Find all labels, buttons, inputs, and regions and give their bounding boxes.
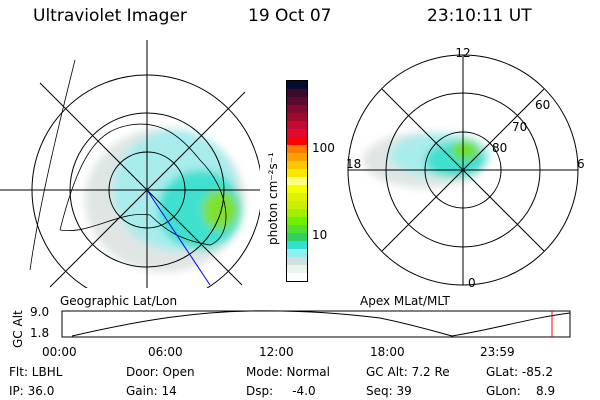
mode-status: Mode: Normal — [246, 365, 330, 379]
date: 19 Oct 07 — [248, 6, 332, 26]
colorbar-segment — [287, 185, 307, 193]
mlat-label-70: 70 — [512, 120, 528, 134]
altitude-plot — [61, 310, 571, 338]
filter-status: Flt: LBHL — [9, 365, 63, 379]
colorbar-segment — [287, 153, 307, 161]
xtick-1200: 12:00 — [259, 345, 294, 359]
meridian-line — [146, 189, 211, 286]
mlt-label-12: 12 — [455, 46, 471, 60]
left-panel-label: Geographic Lat/Lon — [60, 294, 178, 308]
xtick-2359: 23:59 — [480, 345, 515, 359]
colorbar-segment — [287, 89, 307, 97]
altitude-ytick-min: 1.8 — [30, 326, 50, 340]
xtick-1800: 18:00 — [370, 345, 405, 359]
instrument-title: Ultraviolet Imager — [33, 6, 187, 26]
mlat-label-60: 60 — [535, 98, 551, 112]
colorbar-segment — [287, 161, 307, 169]
colorbar-segment — [287, 169, 307, 177]
mlt-label-0: 0 — [468, 276, 476, 290]
right-panel-label: Apex MLat/MLT — [360, 294, 450, 308]
glon-status: GLon: 8.9 — [486, 384, 556, 398]
colorbar-segment — [287, 145, 307, 153]
colorbar-segment — [287, 201, 307, 209]
aurora-emission-right — [363, 132, 490, 188]
xtick-0600: 06:00 — [148, 345, 183, 359]
colorbar-segment — [287, 105, 307, 113]
gain-status: Gain: 14 — [126, 384, 177, 398]
colorbar-segment — [287, 257, 307, 265]
colorbar-segment — [287, 193, 307, 201]
aurora-emission-left — [85, 128, 245, 272]
mlt-label-6: 6 — [577, 157, 585, 171]
mlat-label-80: 80 — [492, 141, 508, 155]
colorbar-segment — [287, 129, 307, 137]
time: 23:10:11 UT — [427, 6, 532, 26]
seq-status: Seq: 39 — [366, 384, 412, 398]
glat-status: GLat: -85.2 — [486, 365, 553, 379]
colorbar-tick-100: 100 — [312, 141, 335, 155]
colorbar-tick-10: 10 — [312, 228, 328, 242]
colorbar-segment — [287, 217, 307, 225]
ip-status: IP: 36.0 — [9, 384, 55, 398]
colorbar-segment — [287, 97, 307, 105]
mlt-label-18: 18 — [346, 157, 362, 171]
altitude-ytick-max: 9.0 — [30, 305, 50, 319]
colorbar-segment — [287, 81, 307, 89]
colorbar-segment — [287, 121, 307, 129]
colorbar-unit-label: photon cm⁻²s⁻¹ — [266, 152, 280, 245]
colorbar-segment — [287, 113, 307, 121]
geographic-map — [0, 40, 260, 288]
colorbar-segment — [287, 233, 307, 241]
colorbar-segment — [287, 137, 307, 145]
grid-right — [347, 54, 579, 286]
magnetic-map — [347, 54, 579, 286]
gc-alt-status: GC Alt: 7.2 Re — [366, 365, 450, 379]
colorbar-segment — [287, 249, 307, 257]
altitude-ylabel: GC Alt — [11, 310, 25, 348]
door-status: Door: Open — [126, 365, 195, 379]
dsp-status: Dsp: -4.0 — [246, 384, 316, 398]
colorbar-segment — [287, 225, 307, 233]
colorbar-segment — [287, 241, 307, 249]
grid-left — [0, 40, 260, 288]
colorbar-segment — [287, 177, 307, 185]
colorbar — [286, 80, 308, 282]
colorbar-segment — [287, 265, 307, 273]
xtick-0000: 00:00 — [42, 345, 77, 359]
colorbar-segment — [287, 209, 307, 217]
colorbar-segment — [287, 273, 307, 281]
